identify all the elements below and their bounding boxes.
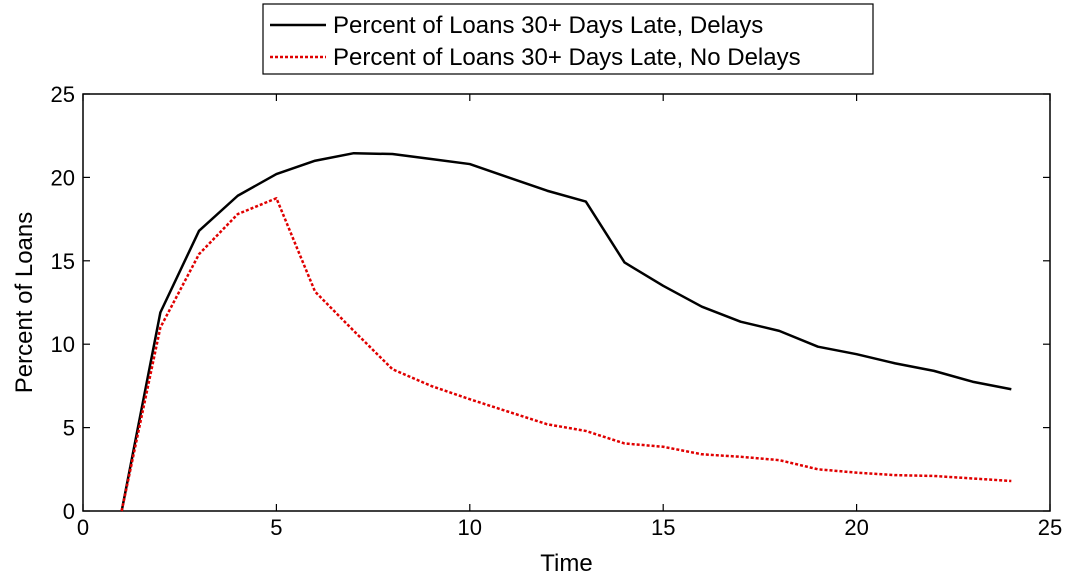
- x-tick-label: 0: [77, 515, 89, 540]
- series-line-delays: [120, 151, 1012, 512]
- x-tick-label: 25: [1038, 515, 1062, 540]
- y-axis-label: Percent of Loans: [11, 212, 38, 393]
- legend-entry-delays: Percent of Loans 30+ Days Late, Delays: [333, 12, 763, 39]
- y-tick-label: 25: [51, 82, 75, 107]
- y-tick-label: 0: [63, 499, 75, 524]
- y-tick-label: 20: [51, 165, 75, 190]
- x-tick-label: 10: [458, 515, 482, 540]
- legend: Percent of Loans 30+ Days Late, Delays P…: [262, 3, 874, 75]
- y-tick-label: 15: [51, 249, 75, 274]
- x-axis: 0 5 10 15 20 25: [77, 94, 1062, 540]
- y-tick-label: 10: [51, 332, 75, 357]
- x-tick-label: 20: [844, 515, 868, 540]
- y-tick-label: 5: [63, 416, 75, 441]
- x-tick-label: 5: [270, 515, 282, 540]
- plot-area: [82, 93, 1051, 512]
- series-group: [120, 151, 1012, 512]
- series-line-no-delays: [120, 197, 1012, 512]
- legend-box: [262, 3, 874, 75]
- y-axis: 0 5 10 15 20 25: [51, 82, 1050, 524]
- legend-entry-no-delays: Percent of Loans 30+ Days Late, No Delay…: [333, 44, 801, 71]
- x-tick-label: 15: [651, 515, 675, 540]
- x-axis-label: Time: [540, 550, 592, 577]
